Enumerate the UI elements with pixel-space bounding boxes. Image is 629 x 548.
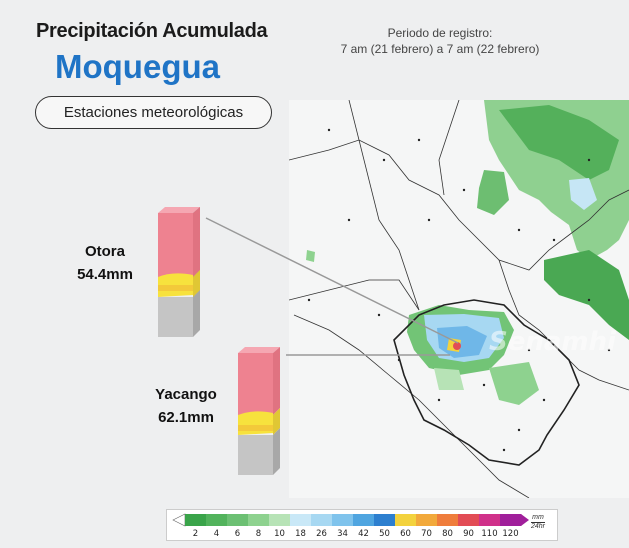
legend-tick-label: 10 [274, 529, 285, 539]
precipitation-legend: 2 4 6 8 10 18 26 34 42 50 60 70 80 90 110 120 mm 24hr [166, 509, 558, 541]
legend-tick-label: 26 [316, 529, 327, 539]
legend-tick-label: 70 [421, 529, 432, 539]
legend-unit: mm 24hr [531, 514, 546, 531]
legend-swatch [206, 514, 228, 526]
legend-swatch [248, 514, 270, 526]
legend-tick-label: 80 [442, 529, 453, 539]
legend-swatch [269, 514, 291, 526]
legend-tick-label: 120 [502, 529, 519, 539]
legend-tick-label: 50 [379, 529, 390, 539]
legend-arrow-left [172, 513, 186, 527]
legend-swatch [185, 514, 207, 526]
precipitation-map: Senamhi [289, 100, 629, 498]
legend-colorbar [172, 513, 529, 527]
legend-arrow-right [521, 514, 529, 526]
legend-swatch [374, 514, 396, 526]
legend-unit-bottom: 24hr [531, 522, 546, 530]
legend-swatch [437, 514, 459, 526]
senamhi-watermark: Senamhi [489, 327, 617, 357]
legend-swatch [290, 514, 312, 526]
legend-swatch [311, 514, 333, 526]
legend-swatch [353, 514, 375, 526]
legend-tick-label: 42 [358, 529, 369, 539]
region-name: Moquegua [55, 48, 220, 85]
legend-tick-label: 2 [192, 529, 199, 539]
map-title: Precipitación Acumulada [36, 20, 268, 42]
legend-swatch [458, 514, 480, 526]
legend-tick-label: 34 [337, 529, 348, 539]
legend-tick-label: 110 [481, 529, 498, 539]
legend-tick-label: 90 [463, 529, 474, 539]
legend-swatch [227, 514, 249, 526]
otora-bar [158, 207, 200, 337]
period-label: Periodo de registro: [387, 26, 493, 40]
legend-tick-label: 4 [213, 529, 220, 539]
legend-swatch [332, 514, 354, 526]
period-range: 7 am (21 febrero) a 7 am (22 febrero) [340, 42, 540, 56]
legend-swatch [395, 514, 417, 526]
legend-tick-label: 8 [255, 529, 262, 539]
legend-swatch [416, 514, 438, 526]
yacango-bar [238, 347, 280, 475]
stations-label: Estaciones meteorológicas [35, 96, 272, 129]
station-name-otora: Otora [84, 243, 125, 260]
legend-unit-top: mm [532, 514, 544, 521]
station-value-otora: 54.4mm [77, 266, 133, 283]
legend-swatch [479, 514, 501, 526]
legend-tick-label: 6 [234, 529, 241, 539]
station-value-yacango: 62.1mm [158, 409, 214, 426]
legend-tick-label: 60 [400, 529, 411, 539]
legend-swatch [500, 514, 522, 526]
station-name-yacango: Yacango [155, 386, 217, 403]
legend-tick-label: 18 [295, 529, 306, 539]
stations-label-text: Estaciones meteorológicas [63, 104, 244, 121]
